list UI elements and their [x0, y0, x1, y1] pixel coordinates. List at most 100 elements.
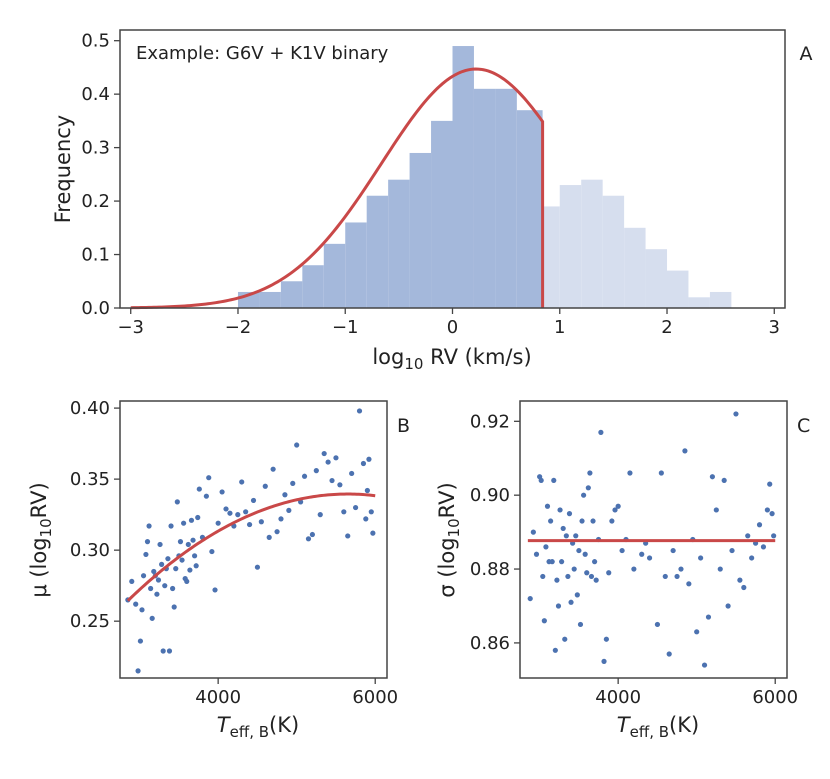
scatter-point	[135, 668, 141, 674]
scatter-point	[627, 470, 633, 476]
scatter-point	[709, 474, 715, 480]
scatter-point	[565, 573, 571, 580]
scatter-point	[559, 559, 565, 565]
scatter-point	[619, 547, 625, 554]
y-tick-label: 0.1	[81, 245, 110, 266]
y-tick-label: 0.0	[81, 298, 110, 319]
histogram-bar	[388, 179, 410, 308]
x-tick-label: −3	[117, 317, 144, 338]
scatter-point	[670, 547, 676, 554]
histogram-bars	[237, 46, 732, 309]
y-axis-label-pre: σ (log	[435, 537, 459, 597]
x-axis-label-sub: eff, B	[630, 723, 669, 741]
scatter-point	[678, 566, 684, 572]
scatter-point	[366, 456, 372, 462]
scatter-point	[309, 531, 315, 538]
scatter-point	[571, 566, 577, 572]
x-tick-label: 0	[447, 317, 458, 338]
scatter-point	[584, 570, 590, 576]
y-tick-label: 0.4	[81, 84, 110, 105]
histogram-bar-excluded	[709, 291, 732, 308]
histogram-bar-excluded	[602, 195, 625, 308]
y-axis-label-post: RV)	[435, 482, 459, 518]
y-axis-label-pre: μ (log	[27, 537, 51, 597]
y-axis-ticks: 0.25 0.30 0.35 0.40	[70, 398, 120, 632]
scatter-point	[592, 559, 598, 565]
y-tick-label: 0.3	[81, 138, 110, 159]
scatter-point	[741, 584, 747, 591]
scatter-point	[212, 587, 218, 593]
scatter-point	[555, 603, 562, 609]
scatter-point	[540, 573, 546, 580]
scatter-point	[554, 577, 560, 583]
scatter-point	[733, 411, 739, 417]
panel-letter-b: B	[397, 415, 410, 437]
scatter-point	[585, 485, 591, 491]
plot-frame	[119, 400, 388, 679]
histogram-bar-excluded	[542, 206, 560, 308]
scatter-point	[206, 475, 212, 481]
scatter-point	[601, 658, 607, 664]
scatter-point	[598, 429, 604, 435]
scatter-point	[370, 530, 376, 536]
histogram-bar-excluded	[667, 270, 689, 308]
scatter-point	[544, 503, 551, 509]
scatter-point	[173, 566, 179, 572]
panel-b-scatter: 4000 6000 0.25 0.30 0.35 0.40 B Teff, B(K) μ…	[27, 398, 410, 741]
scatter-point	[713, 507, 719, 513]
scatter-point	[177, 539, 184, 545]
x-tick-label: 4000	[595, 687, 641, 708]
scatter-point	[705, 614, 712, 620]
scatter-point	[193, 563, 199, 569]
y-tick-label: 0.25	[70, 611, 110, 632]
y-tick-label: 0.86	[470, 633, 510, 654]
scatter-point	[352, 504, 359, 511]
scatter-point	[557, 507, 563, 513]
scatter-point	[294, 442, 300, 448]
scatter-point	[266, 534, 272, 540]
scatter-point	[243, 509, 249, 515]
scatter-point	[631, 566, 637, 572]
scatter-point	[682, 448, 688, 454]
scatter-point	[764, 507, 770, 513]
scatter-point	[760, 544, 767, 550]
y-axis-label: μ (log10RV)	[27, 482, 55, 597]
scatter-point	[581, 492, 587, 498]
scatter-point	[549, 559, 555, 565]
y-axis-label: σ (log10RV)	[435, 482, 463, 597]
fit-curve	[126, 492, 376, 602]
scatter-point	[187, 567, 193, 573]
histogram-bar	[452, 46, 474, 309]
scatter-point	[639, 551, 645, 557]
x-axis-label-sub: eff, B	[230, 723, 269, 741]
scatter-point	[219, 489, 225, 495]
scatter-point	[246, 521, 253, 528]
histogram-bar	[473, 88, 496, 308]
scatter-point	[349, 470, 355, 477]
panel-a-histogram: −3 −2 −1 0 1 2 3 0.0 0.1 0.2 0.3 0.4 0.5 Example: G…	[51, 29, 813, 373]
scatter-point	[162, 583, 168, 589]
scatter-point	[227, 510, 233, 516]
scatter-point	[301, 473, 308, 479]
scatter-point	[170, 585, 176, 592]
x-axis-label-main: T	[217, 713, 232, 737]
scatter-point	[157, 541, 163, 548]
x-tick-label: 2	[661, 317, 672, 338]
scatter-point	[543, 544, 549, 550]
scatter-point	[196, 486, 202, 492]
histogram-bar	[280, 281, 303, 308]
scatter-point	[286, 507, 292, 513]
y-axis-ticks: 0.86 0.88 0.90 0.92	[470, 411, 520, 654]
y-tick-label: 0.30	[70, 540, 110, 561]
scatter-point	[658, 470, 664, 476]
scatter-point	[767, 481, 773, 487]
scatter-point	[317, 512, 323, 518]
histogram-bar	[409, 152, 432, 308]
scatter-point	[551, 477, 557, 484]
scatter-point	[603, 636, 609, 642]
x-axis-ticks: −3 −2 −1 0 1 2 3	[117, 308, 780, 338]
scatter-point	[235, 512, 241, 518]
scatter-point	[325, 459, 331, 465]
scatter-point	[165, 556, 171, 562]
histogram-bar	[366, 195, 389, 308]
